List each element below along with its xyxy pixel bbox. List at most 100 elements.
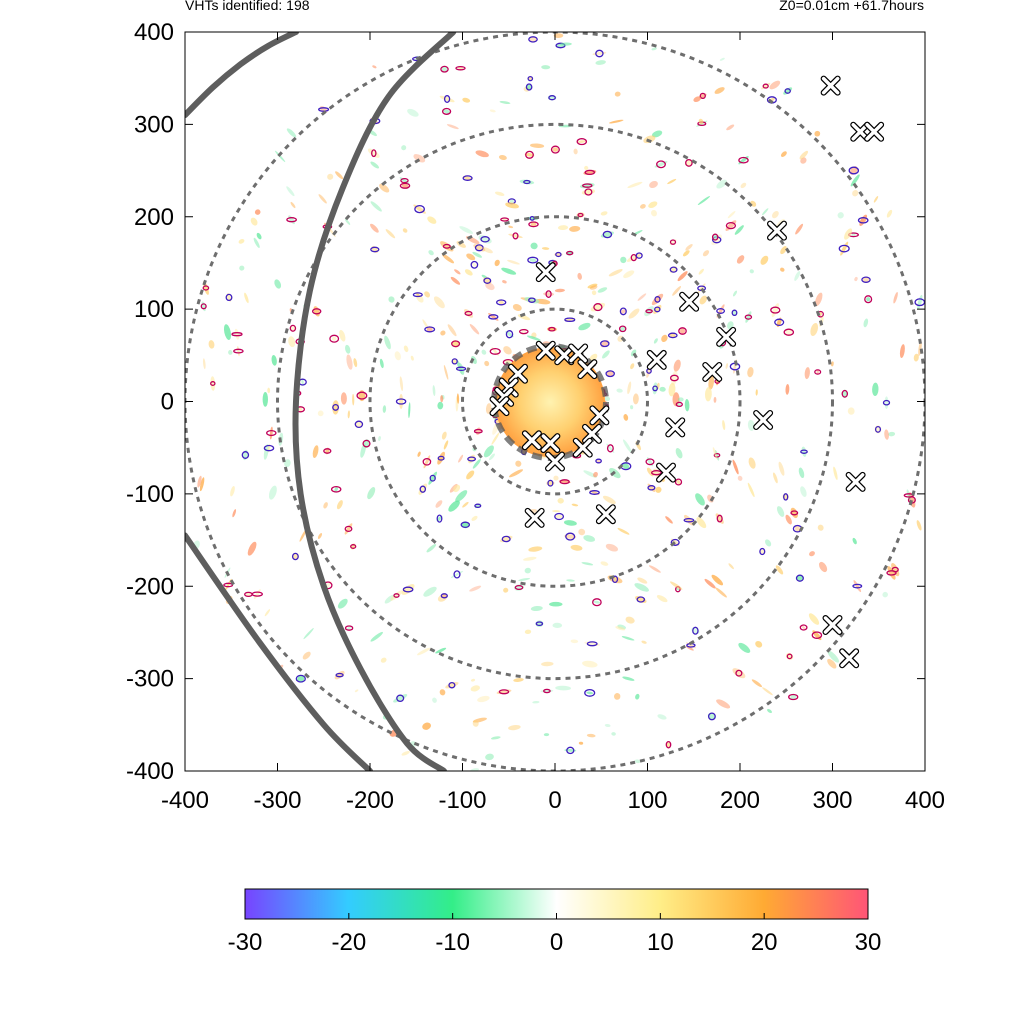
field-speck (555, 685, 571, 691)
field-speck (771, 303, 779, 318)
field-speck (640, 204, 646, 209)
field-speck (336, 500, 343, 510)
field-speck (677, 271, 688, 282)
vorticity-contour (600, 340, 610, 348)
vorticity-contour (523, 179, 531, 185)
field-speck (530, 605, 543, 612)
vorticity-contour (784, 88, 791, 94)
vorticity-contour (678, 327, 687, 335)
field-speck (849, 166, 858, 175)
x-tick-label: -300 (253, 787, 301, 814)
vorticity-contour (762, 83, 769, 89)
field-speck (317, 410, 324, 417)
vorticity-contour (669, 266, 678, 273)
field-speck (773, 472, 778, 484)
vorticity-contour (788, 693, 799, 701)
field-speck (737, 475, 743, 481)
vorticity-contour (402, 586, 414, 593)
colorbar-tick-label: 10 (647, 929, 674, 956)
field-speck (722, 419, 726, 431)
vorticity-contour (864, 295, 873, 304)
field-speck (446, 124, 459, 130)
field-speck (475, 150, 489, 158)
vorticity-contour (496, 299, 507, 306)
vht-marker (656, 462, 676, 483)
vorticity-contour (419, 485, 427, 493)
vorticity-contour (525, 150, 534, 159)
field-speck (410, 355, 414, 361)
field-speck (677, 401, 682, 407)
field-speck (477, 695, 490, 703)
field-speck (637, 293, 647, 301)
field-speck (529, 36, 537, 42)
field-speck (570, 639, 579, 644)
field-speck (644, 306, 654, 317)
vorticity-contour (344, 525, 353, 533)
vorticity-contour (470, 260, 479, 269)
field-speck (776, 506, 785, 517)
vht-marker (850, 121, 871, 142)
y-tick-label: -400 (126, 758, 174, 785)
field-speck (634, 759, 641, 764)
field-speck (635, 693, 640, 700)
y-tick-label: 400 (134, 19, 174, 46)
field-speck (780, 246, 787, 255)
field-speck (439, 689, 446, 696)
field-speck (436, 515, 443, 522)
vorticity-contour (783, 328, 795, 336)
vorticity-contour (395, 398, 407, 405)
field-speck (299, 529, 307, 542)
field-speck (422, 319, 429, 329)
field-speck (608, 269, 623, 277)
vht-marker (489, 396, 510, 417)
field-speck (872, 382, 879, 396)
field-speck (586, 733, 596, 738)
field-speck (234, 328, 240, 340)
field-speck (760, 255, 769, 265)
field-speck (649, 180, 658, 189)
field-speck (454, 269, 461, 275)
field-speck (498, 155, 507, 160)
field-speck (344, 218, 351, 225)
field-speck (286, 186, 295, 197)
field-speck (800, 157, 807, 164)
field-speck (370, 631, 383, 642)
plot-area: -400 -300 -200 -100 0 100 200 300 400 -400 -300 -20… (126, 19, 945, 814)
vorticity-contour (586, 641, 598, 647)
vorticity-contour (289, 324, 297, 332)
field-speck (318, 194, 327, 204)
field-speck (695, 493, 705, 506)
field-speck (472, 717, 487, 723)
vht-count-label: VHTs identified: 198 (185, 0, 310, 13)
field-speck (578, 741, 584, 745)
vorticity-contour (440, 593, 448, 599)
field-speck (256, 232, 262, 240)
field-speck (466, 470, 475, 480)
field-speck (499, 100, 511, 105)
field-speck (390, 590, 403, 601)
field-speck (600, 340, 609, 348)
field-speck (363, 439, 370, 449)
vorticity-contour (547, 479, 554, 487)
vht-marker (665, 417, 686, 438)
field-speck (440, 241, 454, 252)
field-speck (582, 660, 598, 668)
vorticity-contour (656, 160, 666, 169)
field-speck (778, 461, 785, 476)
field-speck (630, 363, 635, 370)
field-speck (675, 587, 680, 591)
field-speck (785, 384, 790, 395)
field-speck (372, 65, 377, 69)
field-speck (833, 466, 838, 481)
field-speck (620, 326, 626, 332)
field-speck (667, 178, 677, 185)
vorticity-contour (200, 303, 207, 310)
vorticity-contour (528, 297, 536, 303)
field-speck (643, 135, 656, 144)
field-speck (239, 265, 245, 271)
field-speck (637, 254, 642, 258)
vorticity-contour (707, 712, 716, 721)
vorticity-contour (436, 514, 443, 523)
x-tick-label: -100 (438, 787, 486, 814)
field-speck (584, 165, 589, 171)
